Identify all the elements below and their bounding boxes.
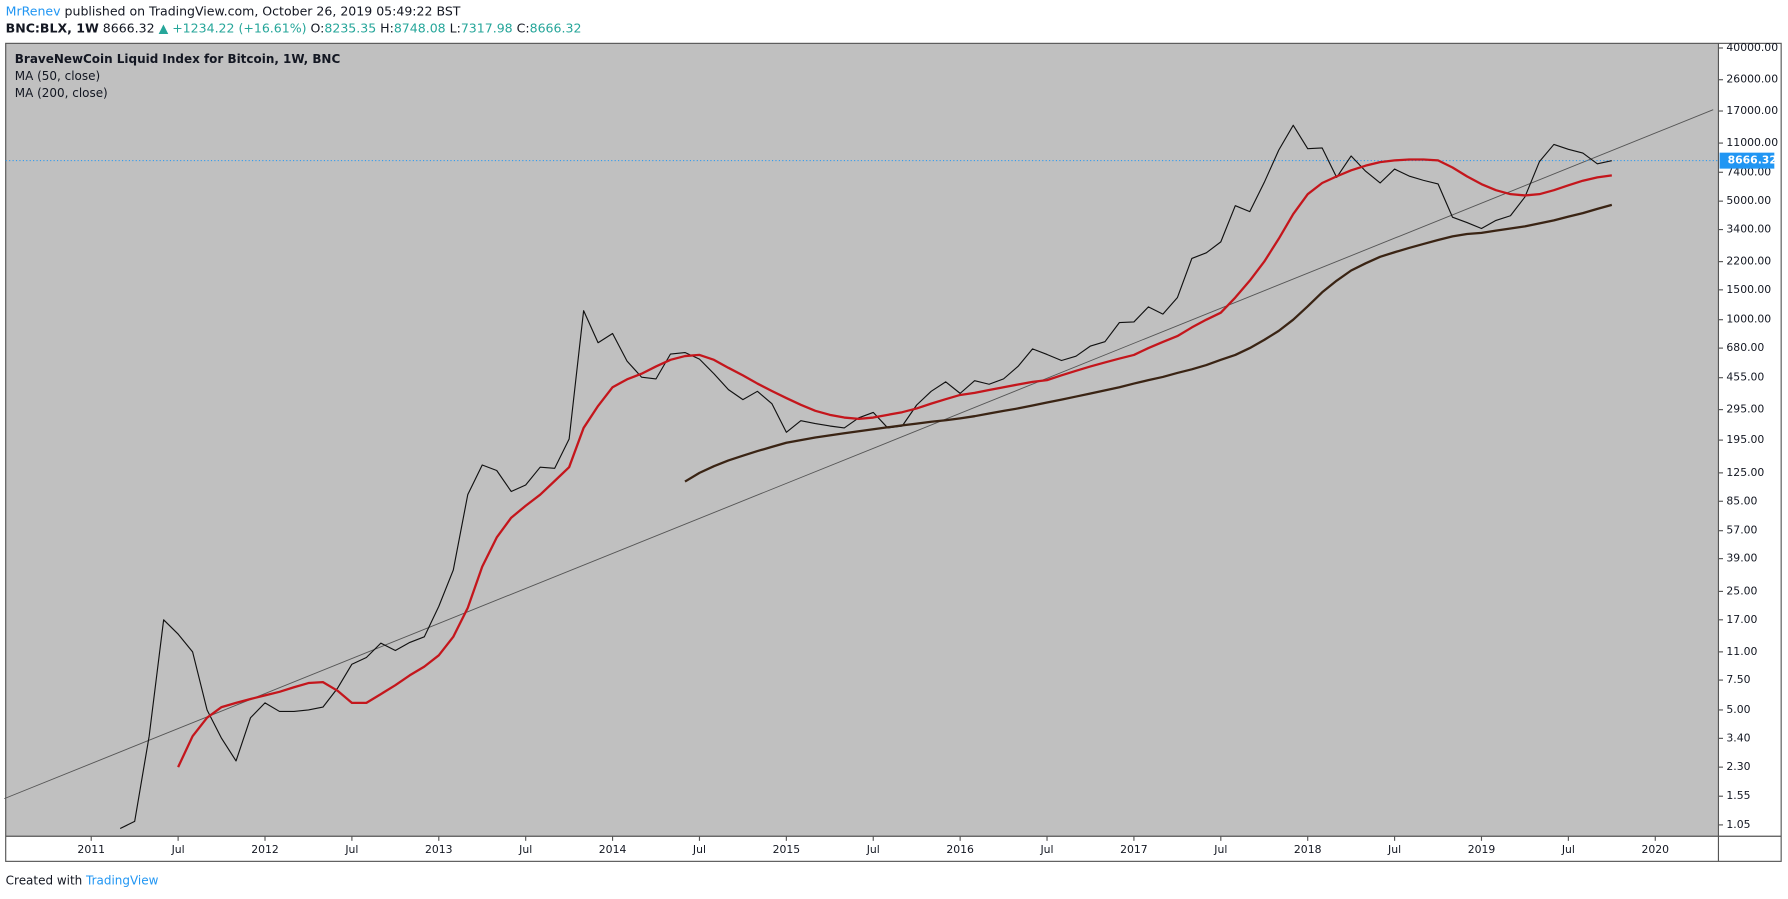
price-label-box bbox=[1719, 152, 1775, 169]
y-tick-label: 125.00 bbox=[1726, 466, 1764, 479]
l-value: 7317.98 bbox=[461, 20, 513, 35]
x-tick-label: Jul bbox=[1213, 843, 1227, 856]
y-tick-label: 195.00 bbox=[1726, 433, 1764, 446]
x-tick-label: 2015 bbox=[773, 843, 801, 856]
legend-title: BraveNewCoin Liquid Index for Bitcoin, 1… bbox=[15, 52, 341, 66]
c-label: C: bbox=[517, 20, 530, 35]
h-value: 8748.08 bbox=[394, 20, 446, 35]
y-tick-label: 26000.00 bbox=[1726, 73, 1778, 86]
y-tick-label: 680.00 bbox=[1726, 341, 1764, 354]
y-tick-label: 57.00 bbox=[1726, 524, 1757, 537]
series-line bbox=[684, 203, 1613, 483]
y-tick-label: 1500.00 bbox=[1726, 283, 1771, 296]
h-label: H: bbox=[380, 20, 394, 35]
change: ▲ +1234.22 (+16.61%) bbox=[159, 20, 307, 35]
y-tick-label: 3.40 bbox=[1726, 731, 1750, 744]
y-tick-label: 11.00 bbox=[1726, 645, 1757, 658]
footer: Created with TradingView bbox=[6, 873, 159, 887]
legend-entry: MA (50, close) bbox=[15, 69, 100, 83]
y-tick-label: 7.50 bbox=[1726, 673, 1750, 686]
x-tick-label: 2013 bbox=[425, 843, 453, 856]
legend-entry: MA (200, close) bbox=[15, 86, 108, 100]
y-tick-label: 17.00 bbox=[1726, 613, 1757, 626]
y-tick-label: 39.00 bbox=[1726, 552, 1757, 565]
x-tick-label: 2012 bbox=[251, 843, 279, 856]
y-tick-label: 2200.00 bbox=[1726, 255, 1771, 268]
author: MrRenev bbox=[6, 3, 61, 18]
x-tick-label: 2019 bbox=[1468, 843, 1496, 856]
y-tick-label: 11000.00 bbox=[1726, 136, 1778, 149]
x-tick-label: Jul bbox=[518, 843, 532, 856]
y-tick-label: 295.00 bbox=[1726, 403, 1764, 416]
y-tick-label: 455.00 bbox=[1726, 371, 1764, 384]
y-tick-label: 40000.00 bbox=[1726, 41, 1778, 54]
series-line bbox=[119, 124, 1612, 830]
o-value: 8235.35 bbox=[324, 20, 376, 35]
x-tick-label: Jul bbox=[692, 843, 706, 856]
o-label: O: bbox=[311, 20, 325, 35]
frame bbox=[5, 42, 1782, 862]
x-tick-label: 2014 bbox=[599, 843, 627, 856]
x-tick-label: Jul bbox=[1561, 843, 1575, 856]
x-tick-label: 2016 bbox=[946, 843, 974, 856]
x-tick-label: 2020 bbox=[1641, 843, 1669, 856]
y-tick-label: 3400.00 bbox=[1726, 223, 1771, 236]
x-tick-label: Jul bbox=[344, 843, 358, 856]
header-line: MrRenev published on TradingView.com, Oc… bbox=[6, 3, 461, 18]
l-label: L: bbox=[450, 20, 461, 35]
y-tick-label: 5.00 bbox=[1726, 703, 1750, 716]
y-tick-label: 5000.00 bbox=[1726, 194, 1771, 207]
y-tick-label: 1.05 bbox=[1726, 818, 1750, 831]
y-tick-label: 25.00 bbox=[1726, 584, 1757, 597]
plot-area bbox=[5, 43, 1719, 837]
x-tick-label: 2011 bbox=[77, 843, 105, 856]
y-tick-label: 1000.00 bbox=[1726, 313, 1771, 326]
y-tick-label: 85.00 bbox=[1726, 494, 1757, 507]
x-tick-label: 2018 bbox=[1294, 843, 1322, 856]
symbol-line: BNC:BLX, 1W 8666.32 ▲ +1234.22 (+16.61%)… bbox=[6, 20, 582, 35]
y-tick-label: 2.30 bbox=[1726, 760, 1750, 773]
symbol: BNC:BLX, 1W bbox=[6, 20, 99, 35]
x-tick-label: 2017 bbox=[1120, 843, 1148, 856]
last: 8666.32 bbox=[103, 20, 155, 35]
x-tick-label: Jul bbox=[171, 843, 185, 856]
series-line bbox=[177, 158, 1612, 768]
c-value: 8666.32 bbox=[530, 20, 582, 35]
y-tick-label: 1.55 bbox=[1726, 789, 1750, 802]
x-tick-label: Jul bbox=[1039, 843, 1053, 856]
x-tick-label: Jul bbox=[1387, 843, 1401, 856]
footer-prefix: Created with bbox=[6, 873, 83, 887]
published: published on TradingView.com, October 26… bbox=[65, 3, 461, 18]
trendline bbox=[4, 109, 1714, 800]
x-tick-label: Jul bbox=[866, 843, 880, 856]
footer-brand[interactable]: TradingView bbox=[85, 873, 159, 887]
y-tick-label: 17000.00 bbox=[1726, 104, 1778, 117]
price-label: 8666.32 bbox=[1728, 154, 1777, 167]
